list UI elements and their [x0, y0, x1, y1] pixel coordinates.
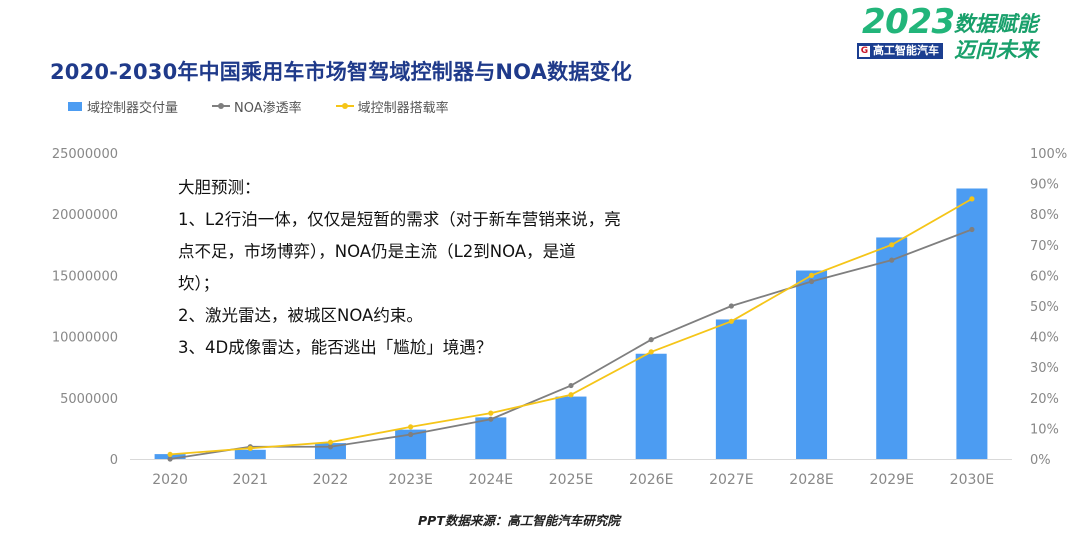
- attach-rate-point: [568, 392, 574, 398]
- legend-item-noa: NOA渗透率: [212, 97, 302, 116]
- bar: [796, 270, 828, 459]
- attach-rate-point: [808, 272, 815, 278]
- y-right-tick-label: 100%: [1030, 147, 1067, 162]
- chart-title: 2020-2030年中国乘用车市场智驾域控制器与NOA数据变化: [50, 60, 632, 84]
- logo-mark-icon: G: [859, 45, 870, 57]
- noa-point: [889, 257, 895, 263]
- y-left-tick-label: 0: [110, 453, 118, 468]
- prediction-annotation: 大胆预测： 1、L2行泊一体，仅仅是短暂的需求（对于新车营销来说，亮 点不足，市…: [178, 172, 698, 364]
- y-left-tick-label: 25000000: [52, 147, 118, 162]
- x-tick-label: 2023E: [388, 472, 432, 488]
- bar: [715, 319, 747, 459]
- x-tick-label: 2021: [232, 472, 268, 488]
- legend-item-deliveries: 域控制器交付量: [68, 97, 178, 116]
- y-right-tick-label: 90%: [1030, 178, 1059, 193]
- y-right-tick-label: 20%: [1030, 392, 1059, 407]
- bar: [876, 237, 908, 459]
- data-source: PPT数据来源：高工智能汽车研究院: [418, 513, 620, 528]
- brand-slogan-line1: 数据赋能: [954, 12, 1038, 36]
- legend-line-swatch-attach: [335, 101, 354, 111]
- annotation-line: 2、激光雷达，被城区NOA约束。: [178, 306, 423, 325]
- annotation-line: 1、L2行泊一体，仅仅是短暂的需求（对于新车营销来说，亮: [178, 210, 621, 229]
- attach-rate-point: [327, 439, 334, 445]
- y-right-tick-label: 40%: [1030, 331, 1059, 346]
- legend-label-noa: NOA渗透率: [234, 100, 302, 116]
- x-tick-label: 2028E: [789, 472, 833, 488]
- legend-bar-swatch: [68, 101, 82, 111]
- noa-point: [327, 444, 334, 450]
- y-right-tick-label: 50%: [1030, 300, 1059, 315]
- y-left-tick-label: 10000000: [52, 331, 118, 346]
- legend-label-deliveries: 域控制器交付量: [87, 100, 179, 116]
- noa-point: [969, 226, 975, 233]
- attach-rate-point: [969, 196, 975, 202]
- attach-rate-point: [889, 242, 895, 248]
- noa-point: [568, 382, 574, 389]
- attach-rate-point: [167, 451, 173, 458]
- y-right-tick-label: 10%: [1030, 422, 1059, 437]
- x-tick-label: 2024E: [469, 472, 513, 488]
- bar: [234, 449, 266, 459]
- legend-label-attach-rate: 域控制器搭载率: [357, 100, 449, 116]
- bar: [475, 417, 507, 459]
- noa-point: [648, 337, 654, 343]
- attach-rate-point: [488, 410, 494, 416]
- bar: [635, 353, 667, 459]
- legend-item-attach-rate: 域控制器搭载率: [335, 97, 449, 116]
- y-right-tick-label: 0%: [1030, 453, 1051, 468]
- chart-legend: 域控制器交付量 NOA渗透率 域控制器搭载率: [68, 97, 483, 116]
- noa-point: [167, 456, 173, 462]
- legend-line-swatch-noa: [212, 101, 231, 111]
- y-left-tick-label: 20000000: [52, 208, 118, 223]
- y-left-tick-label: 5000000: [60, 392, 118, 407]
- annotation-line: 点不足，市场博弈），NOA仍是主流（L2到NOA，是道: [178, 242, 576, 261]
- brand-logo-text: 高工智能汽车: [873, 44, 939, 57]
- attach-rate-point: [247, 445, 253, 451]
- y-right-tick-label: 60%: [1030, 269, 1059, 284]
- brand-slogan-line2: 迈向未来: [954, 38, 1038, 62]
- x-tick-label: 2022: [313, 472, 349, 488]
- x-tick-label: 2029E: [869, 472, 913, 488]
- y-right-tick-label: 70%: [1030, 239, 1059, 254]
- attach-rate-point: [648, 349, 654, 355]
- y-right-tick-label: 80%: [1030, 208, 1059, 223]
- x-tick-label: 2026E: [629, 472, 673, 488]
- annotation-line: 3、4D成像雷达，能否逃出「尴尬」境遇？: [178, 338, 493, 357]
- bar: [555, 396, 587, 459]
- x-tick-label: 2025E: [549, 472, 593, 488]
- attach-rate-point: [408, 424, 414, 430]
- x-tick-label: 2020: [152, 472, 188, 488]
- y-right-tick-label: 30%: [1030, 361, 1059, 376]
- noa-point: [408, 431, 414, 438]
- brand-logo: G 高工智能汽车: [857, 43, 943, 59]
- noa-point: [488, 416, 494, 422]
- y-left-tick-label: 15000000: [52, 269, 118, 284]
- brand-year: 2023: [862, 2, 955, 42]
- noa-point: [728, 303, 734, 309]
- x-tick-label: 2027E: [709, 472, 753, 488]
- annotation-line: 坎）；: [178, 274, 220, 293]
- noa-point: [808, 278, 815, 285]
- annotation-line: 大胆预测：: [178, 178, 261, 197]
- x-tick-label: 2030E: [950, 472, 994, 488]
- attach-rate-point: [728, 318, 734, 324]
